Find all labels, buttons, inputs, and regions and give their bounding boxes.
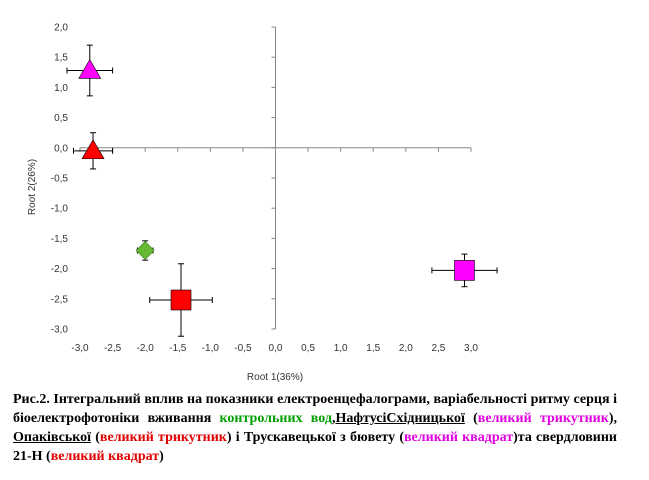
y-axis-title: Root 2(26%) xyxy=(27,159,38,215)
x-tick-label: -2,0 xyxy=(137,343,155,354)
axes-layer xyxy=(79,26,472,330)
triangle-marker xyxy=(81,139,105,160)
x-tick-label: 2,0 xyxy=(399,343,413,354)
square-marker xyxy=(454,260,475,281)
x-tick-label: -1,5 xyxy=(169,343,187,354)
caption-opaka: Опаківської xyxy=(13,430,92,445)
caption-text-2: , xyxy=(331,411,336,426)
y-tick-label: 2,0 xyxy=(54,23,68,34)
x-tick-label: 1,5 xyxy=(366,343,380,354)
x-tick-label: 0,0 xyxy=(269,343,283,354)
y-tick-label: -2,5 xyxy=(51,294,69,305)
y-tick-label: 1,5 xyxy=(54,53,68,64)
data-point-square xyxy=(431,253,498,288)
y-tick-label: 0,0 xyxy=(54,143,68,154)
x-tick-label: -1,0 xyxy=(202,343,220,354)
x-axis-title: Root 1(36%) xyxy=(247,372,303,383)
y-tick-label: -0,5 xyxy=(51,174,69,185)
chart-svg: -3,0 -2,5 -2,0 -1,5 -1,0 -0,5 0,0 0,5 1,0 1,5 2,0 2… xyxy=(27,23,498,383)
data-point-triangle xyxy=(72,132,114,170)
data-points-layer xyxy=(66,44,498,337)
caption-large-square-magenta: великий квадрат xyxy=(404,430,514,445)
caption-text-5: ( xyxy=(91,430,100,445)
caption-text-4: ), xyxy=(608,411,617,426)
data-point-diamond xyxy=(135,240,155,261)
caption-text-3: ( xyxy=(464,411,478,426)
x-tick-label: -0,5 xyxy=(234,343,252,354)
y-tick-label: -3,0 xyxy=(51,325,69,336)
x-tick-label: -3,0 xyxy=(71,343,89,354)
triangle-marker xyxy=(78,58,102,79)
caption-naftusya: НафтусіСхідницької xyxy=(335,411,465,426)
y-tick-label: 0,5 xyxy=(54,113,68,124)
data-point-square xyxy=(149,263,213,337)
figure-caption: Рис.2. Інтегральний вплив на показники е… xyxy=(13,390,617,466)
x-tick-label: 2,5 xyxy=(431,343,445,354)
caption-large-triangle-red: великий трикутник xyxy=(99,430,227,445)
caption-large-square-red: великий квадрат xyxy=(50,449,160,464)
caption-text-1: Рис.2. Інтегральний вплив на показники е… xyxy=(13,392,617,426)
caption-large-triangle-magenta: великий трикутник xyxy=(477,411,609,426)
y-tick-label: -1,0 xyxy=(51,204,69,215)
caption-control-waters: контрольних вод xyxy=(219,411,332,426)
scatter-chart: -3,0 -2,5 -2,0 -1,5 -1,0 -0,5 0,0 0,5 1,0 1,5 2,0 2… xyxy=(27,23,498,383)
square-marker xyxy=(170,289,192,311)
caption-text-7: )та свердловини 21-Н ( xyxy=(13,430,617,464)
caption-text-8: ) xyxy=(159,449,164,464)
x-tick-label: -2,5 xyxy=(104,343,122,354)
x-tick-label: 0,5 xyxy=(301,343,315,354)
caption-text-6: ) і Трускавецької з бювету ( xyxy=(226,430,404,445)
tick-labels-layer: -3,0 -2,5 -2,0 -1,5 -1,0 -0,5 0,0 0,5 1,0 1,5 2,0 2… xyxy=(51,23,479,355)
data-point-triangle xyxy=(66,44,114,97)
x-tick-label: 3,0 xyxy=(464,343,478,354)
diamond-marker xyxy=(135,241,155,260)
y-tick-label: 1,0 xyxy=(54,83,68,94)
y-tick-label: -2,0 xyxy=(51,264,69,275)
x-tick-label: 1,0 xyxy=(334,343,348,354)
y-tick-label: -1,5 xyxy=(51,234,69,245)
